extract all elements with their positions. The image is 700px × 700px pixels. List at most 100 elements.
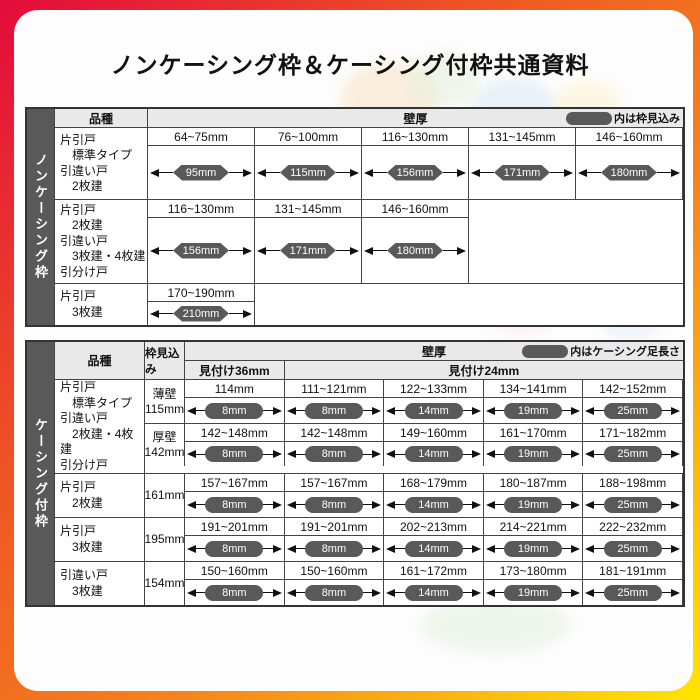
decorative-blob	[410, 52, 480, 108]
kind-column-header: 品種	[55, 109, 148, 127]
arrow-line	[362, 548, 373, 549]
door-type-cell: 片引戸 2枚建	[55, 474, 146, 517]
arrow-line	[159, 250, 173, 251]
arrow-line	[661, 548, 671, 549]
arrowhead-left-icon	[386, 588, 396, 597]
arrow-line	[196, 410, 206, 411]
arrowhead-left-icon	[150, 246, 159, 255]
arrowhead-left-icon	[257, 246, 266, 255]
arrow-line	[196, 592, 206, 593]
wall-range-cell: 170~190mm 210mm	[148, 284, 255, 325]
arrow-line	[159, 172, 173, 173]
row-cells: 170~190mm 210mm	[148, 284, 683, 325]
arrowhead-left-icon	[187, 406, 197, 415]
arrow-line	[362, 453, 373, 455]
arrowhead-left-icon	[286, 450, 296, 458]
table2-legend-text: 内はケーシング足長さ	[570, 346, 680, 358]
dimension-pill: 14mm	[404, 446, 463, 462]
wall-thickness-range: 222~232mm	[583, 518, 682, 536]
table-row: 片引戸 2枚建 引違い戸 3枚建・4枚建 引分け戸 116~130mm 156mm 1…	[55, 199, 683, 283]
non-casing-frame-table: ノンケーシング枠 品種 壁厚 内は枠見込み 片引戸 標準タイプ 引違い戸 2枚建…	[25, 107, 685, 327]
arrow-line	[295, 504, 305, 505]
dimension-pill: 14mm	[404, 402, 463, 419]
wall-thickness-range: 114mm	[185, 380, 284, 398]
arrowhead-right-icon	[272, 544, 282, 553]
row-subrows: 154mm 150~160mm 8mm 150~160mm 8mm 161~172mm 14…	[145, 562, 683, 605]
wall-range-cell: 76~100mm 115mm	[255, 128, 362, 199]
arrow-line	[462, 410, 472, 411]
wall-thickness-range: 171~182mm	[583, 424, 682, 442]
door-type-cell: 片引戸 3枚建	[55, 284, 148, 325]
legend-pill-icon	[566, 111, 612, 125]
wall-thickness-range: 191~201mm	[284, 518, 384, 536]
wall-thickness-header-group: 壁厚 内はケーシング足長さ 見付け36mm 見付け24mm	[185, 342, 683, 379]
arrowhead-right-icon	[272, 500, 282, 509]
dimension-pill: 25mm	[603, 540, 662, 557]
wall-thickness-range: 116~130mm	[148, 200, 254, 218]
arrowhead-right-icon	[372, 500, 382, 509]
arrowhead-right-icon	[457, 168, 466, 177]
arrowhead-right-icon	[571, 500, 581, 509]
arrow-line	[395, 410, 405, 411]
dimension-arrow: 14mm	[384, 536, 483, 561]
wall-thickness-range: 142~148mm	[185, 424, 284, 442]
wall-range-cell: 111~121mm 8mm	[284, 380, 385, 423]
dimension-pill: 8mm	[304, 446, 363, 462]
wall-range-cell: 114mm 8mm	[185, 380, 285, 423]
wall-range-cell: 150~160mm 8mm	[185, 562, 285, 605]
arrowhead-right-icon	[372, 544, 382, 553]
arrow-line	[395, 592, 405, 593]
wall-thickness-range: 157~167mm	[284, 474, 384, 492]
row-cells: 150~160mm 8mm 150~160mm 8mm 161~172mm 14mm 173…	[185, 562, 683, 605]
dimension-pill: 8mm	[205, 540, 264, 557]
dimension-arrow: 8mm	[285, 398, 384, 423]
dimension-arrow: 8mm	[185, 398, 284, 423]
dimension-arrow: 14mm	[384, 398, 483, 423]
arrowhead-left-icon	[386, 450, 396, 458]
wall-thickness-range: 116~130mm	[362, 128, 468, 146]
wall-range-cell: 214~221mm 19mm	[483, 518, 584, 561]
wall-thickness-range: 170~190mm	[148, 284, 254, 302]
arrow-line	[263, 410, 273, 411]
dimension-pill: 19mm	[504, 402, 563, 419]
dimension-pill: 19mm	[504, 540, 563, 557]
arrow-line	[562, 410, 572, 411]
empty-cell	[469, 200, 683, 283]
table2-rows: 片引戸 標準タイプ 引違い戸 2枚建・4枚建 引分け戸 薄壁 115mm 114mm…	[55, 379, 683, 605]
wall-thickness-range: 180~187mm	[483, 474, 583, 492]
wall-range-cell: 142~152mm 25mm	[583, 380, 683, 423]
arrow-line	[661, 504, 671, 505]
table-row: 片引戸 標準タイプ 引違い戸 2枚建 64~75mm 95mm 76~100mm 115…	[55, 127, 683, 199]
arrow-line	[196, 453, 206, 455]
arrowhead-left-icon	[585, 544, 595, 553]
arrowhead-left-icon	[585, 500, 595, 509]
dimension-arrow: 19mm	[484, 442, 583, 466]
arrowhead-left-icon	[585, 588, 595, 597]
facing-24-header: 見付け24mm	[448, 363, 520, 378]
row-subrows: 161mm 157~167mm 8mm 157~167mm 8mm 168~179mm 14…	[145, 474, 683, 517]
arrow-line	[587, 172, 601, 173]
arrow-line	[295, 592, 305, 593]
arrow-line	[462, 592, 472, 593]
dimension-arrow: 19mm	[484, 398, 583, 423]
wall-range-cell: 131~145mm 171mm	[255, 200, 362, 283]
dimension-arrow: 115mm	[255, 146, 361, 199]
dimension-pill: 180mm	[387, 243, 443, 259]
table-subrow: 161mm 157~167mm 8mm 157~167mm 8mm 168~179mm 14…	[145, 474, 683, 517]
arrowhead-right-icon	[350, 168, 359, 177]
row-cells: 114mm 8mm 111~121mm 8mm 122~133mm 14mm 134~141…	[185, 380, 683, 423]
arrowhead-right-icon	[243, 309, 252, 318]
dimension-pill: 25mm	[603, 446, 662, 462]
wall-range-cell: 122~133mm 14mm	[384, 380, 484, 423]
wall-range-cell: 116~130mm 156mm	[362, 128, 469, 199]
wall-thickness-range: 202~213mm	[384, 518, 483, 536]
arrow-line	[229, 250, 243, 251]
dimension-arrow: 180mm	[576, 146, 682, 199]
arrow-line	[229, 172, 243, 173]
arrowhead-right-icon	[571, 406, 581, 415]
door-type-cell: 引違い戸 3枚建	[55, 562, 146, 605]
dimension-pill: 156mm	[387, 165, 443, 181]
table-row: 片引戸 3枚建 195mm 191~201mm 8mm 191~201mm 8mm 202~…	[55, 517, 683, 561]
arrow-line	[494, 592, 505, 593]
dimension-pill: 19mm	[504, 584, 563, 601]
